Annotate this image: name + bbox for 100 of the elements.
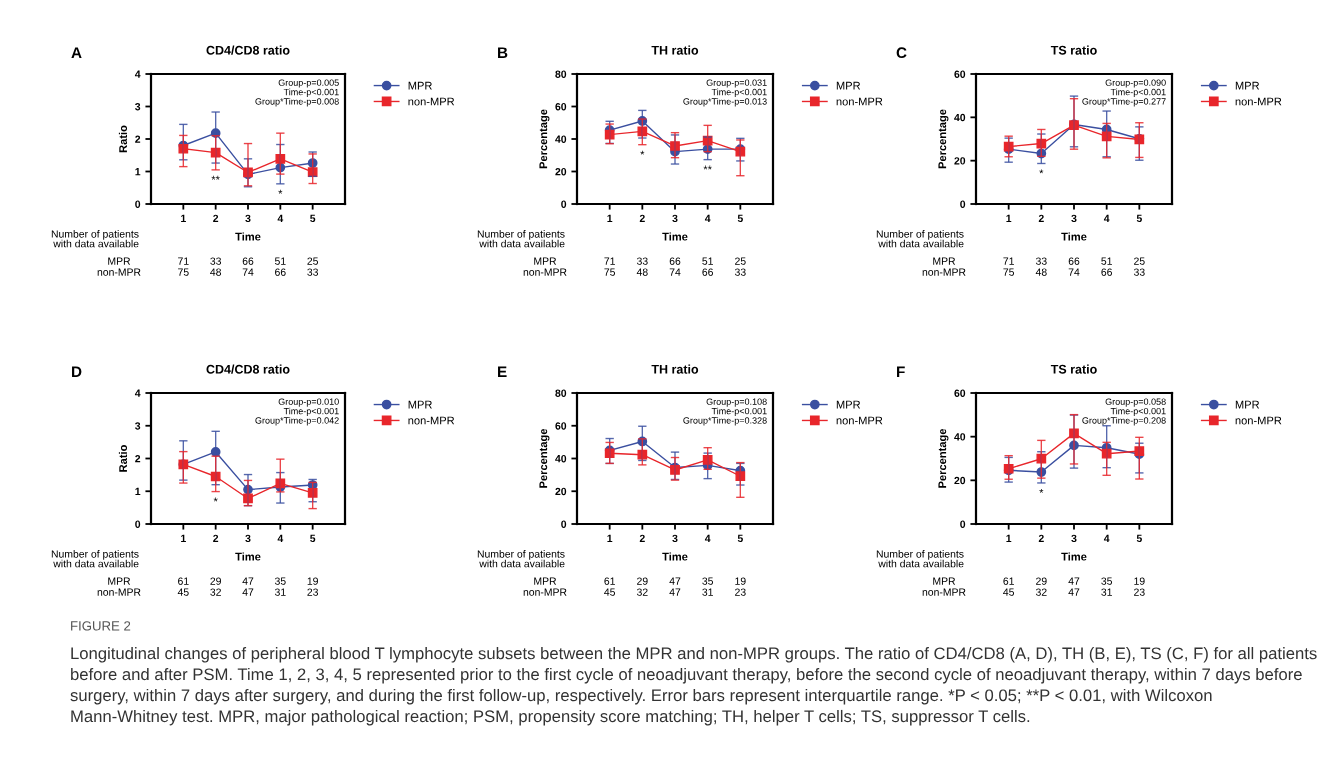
y-tick-label: 60 bbox=[954, 389, 966, 397]
text: 25 bbox=[1134, 257, 1145, 265]
text: 19 bbox=[1134, 577, 1145, 585]
text: 31 bbox=[1101, 588, 1112, 596]
text: 29 bbox=[1036, 577, 1047, 585]
x-tick-label: 4 bbox=[1103, 534, 1110, 542]
text: non-MPR bbox=[922, 588, 966, 596]
legend-label: MPR bbox=[836, 400, 861, 409]
data-label: * bbox=[640, 150, 645, 155]
x-tick-label: 2 bbox=[1038, 534, 1044, 542]
y-tick-label: 60 bbox=[555, 103, 567, 111]
y-tick-label: 1 bbox=[135, 487, 141, 496]
text: 32 bbox=[636, 588, 648, 596]
x-tick-label: 2 bbox=[639, 214, 645, 222]
text: 23 bbox=[735, 588, 746, 596]
y-tick-label: 0 bbox=[960, 520, 966, 528]
y-tick-label: 20 bbox=[954, 476, 966, 485]
text: F bbox=[897, 366, 905, 377]
chart-title: TS ratio bbox=[1050, 45, 1097, 55]
text: Number of patients with data available bbox=[477, 230, 565, 248]
text: Number of patients with data available bbox=[51, 230, 139, 248]
text: 23 bbox=[1134, 588, 1145, 596]
y-tick-label: 80 bbox=[555, 389, 567, 397]
legend-label: MPR bbox=[836, 81, 861, 90]
text: 74 bbox=[242, 268, 254, 276]
y-tick-label: 40 bbox=[555, 455, 567, 463]
x-tick-label: 1 bbox=[181, 214, 186, 222]
x-tick-label: 2 bbox=[213, 534, 219, 542]
y-tick-label: 20 bbox=[954, 157, 966, 165]
legend-label: non-MPR bbox=[1235, 97, 1282, 106]
text: 19 bbox=[307, 577, 318, 585]
x-tick-label: 1 bbox=[181, 534, 186, 542]
text: 47 bbox=[1068, 588, 1080, 596]
x-axis-title: Time bbox=[235, 552, 261, 561]
y-tick-label: 4 bbox=[134, 389, 141, 397]
chart-title: TS ratio bbox=[1050, 364, 1097, 374]
y-tick-label: 0 bbox=[135, 520, 141, 528]
x-tick-label: 1 bbox=[1006, 214, 1012, 222]
legend-label: MPR bbox=[1235, 81, 1260, 90]
y-axis-title: Ratio bbox=[118, 445, 128, 472]
text: 35 bbox=[1101, 577, 1113, 585]
text: 29 bbox=[210, 577, 221, 585]
x-tick-label: 1 bbox=[607, 534, 613, 542]
x-tick-label: 3 bbox=[672, 534, 678, 543]
text: 66 bbox=[702, 268, 713, 276]
text: 66 bbox=[669, 257, 681, 265]
text: 31 bbox=[702, 588, 713, 596]
text: MPR bbox=[534, 577, 557, 585]
text: 45 bbox=[1003, 588, 1015, 596]
text: 47 bbox=[669, 577, 681, 585]
text: 66 bbox=[242, 257, 254, 265]
text: 32 bbox=[210, 588, 221, 596]
chart-title: TH ratio bbox=[651, 45, 699, 55]
annotation: Group-p=0.010 Time-p<0.001 Group*Time-p=0.042 bbox=[255, 398, 339, 426]
text: 33 bbox=[1133, 268, 1145, 276]
text: MPR bbox=[933, 577, 956, 585]
y-axis-title: Percentage bbox=[938, 109, 949, 169]
annotation: Group-p=0.090 Time-p<0.001 Group*Time-p=0.277 bbox=[1082, 79, 1166, 107]
text: 75 bbox=[604, 268, 616, 276]
text: 33 bbox=[210, 257, 221, 265]
x-tick-label: 5 bbox=[737, 214, 743, 223]
text: 71 bbox=[604, 257, 615, 265]
legend-label: non-MPR bbox=[836, 416, 883, 425]
annotation: Group-p=0.108 Time-p<0.001 Group*Time-p=0.328 bbox=[683, 398, 767, 426]
text: 32 bbox=[1035, 588, 1047, 596]
text: MPR bbox=[933, 257, 956, 265]
text: D bbox=[72, 366, 82, 377]
y-tick-label: 4 bbox=[134, 70, 141, 78]
x-tick-label: 5 bbox=[1136, 534, 1142, 543]
text: 61 bbox=[178, 577, 189, 585]
text: 19 bbox=[735, 577, 746, 585]
x-tick-label: 3 bbox=[672, 214, 678, 223]
text: non-MPR bbox=[523, 268, 567, 276]
text: MPR bbox=[534, 257, 557, 265]
text: 48 bbox=[210, 268, 222, 276]
x-tick-label: 5 bbox=[1136, 214, 1142, 223]
y-tick-label: 60 bbox=[555, 422, 567, 430]
y-tick-label: 3 bbox=[135, 422, 141, 430]
y-axis-title: Percentage bbox=[539, 428, 550, 488]
y-axis-title: Ratio bbox=[118, 125, 128, 153]
text: 51 bbox=[274, 257, 286, 265]
text: 35 bbox=[274, 577, 286, 585]
text: 61 bbox=[1003, 577, 1014, 585]
text: 29 bbox=[637, 577, 648, 585]
x-tick-label: 5 bbox=[310, 534, 316, 543]
text: 25 bbox=[735, 257, 746, 265]
x-tick-label: 2 bbox=[1038, 214, 1044, 222]
text: MPR bbox=[108, 257, 131, 265]
legend-label: non-MPR bbox=[836, 97, 883, 106]
y-tick-label: 0 bbox=[960, 200, 966, 208]
x-tick-label: 4 bbox=[277, 214, 284, 222]
caption: FIGURE 2 bbox=[71, 621, 131, 631]
y-tick-label: 3 bbox=[135, 103, 141, 111]
annotation: Group-p=0.058 Time-p<0.001 Group*Time-p=0.208 bbox=[1082, 398, 1166, 426]
y-tick-label: 0 bbox=[561, 200, 567, 208]
data-label: ** bbox=[211, 175, 220, 180]
y-tick-label: 60 bbox=[954, 70, 966, 78]
text: 66 bbox=[1101, 268, 1112, 276]
text: 47 bbox=[242, 588, 254, 596]
x-tick-label: 4 bbox=[1103, 214, 1110, 222]
